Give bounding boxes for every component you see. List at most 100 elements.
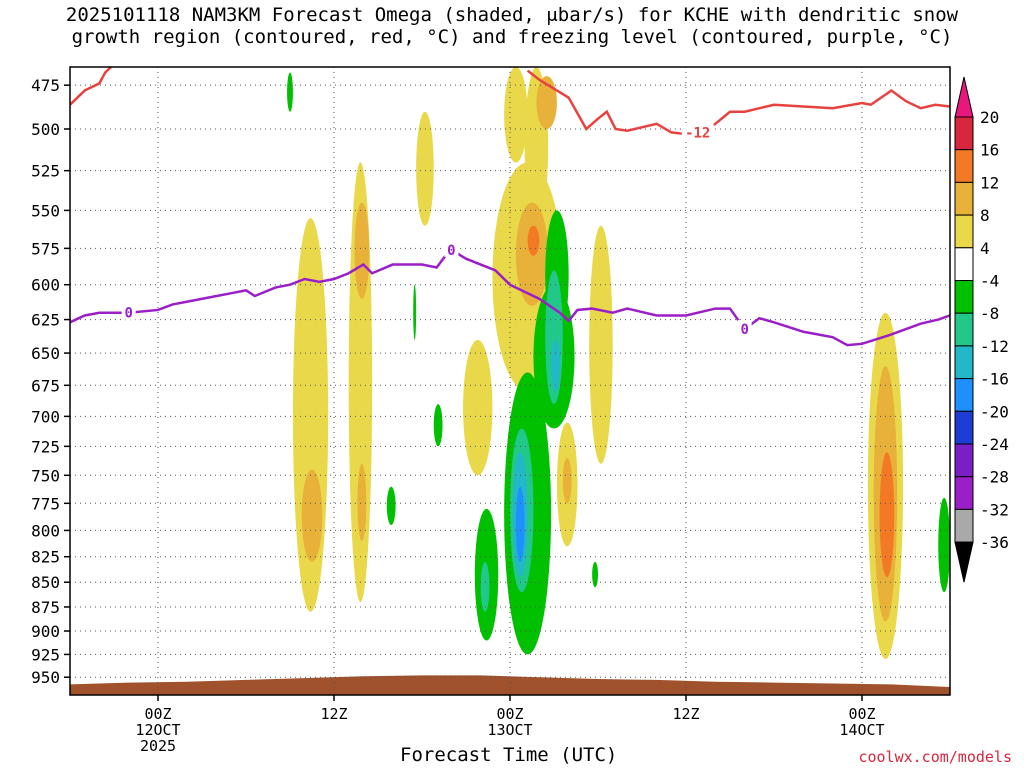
freezing-label-bg (737, 320, 752, 337)
omega-blob-33 (287, 72, 293, 112)
omega-blob-29 (433, 404, 443, 447)
x-tick-label: 00Z (496, 705, 523, 723)
y-tick-label: 775 (31, 494, 60, 513)
colorbar-swatch (954, 476, 974, 510)
y-tick-label: 925 (31, 645, 60, 664)
freezing-label-bg (444, 240, 459, 257)
y-tick-label: 525 (31, 162, 60, 181)
y-tick-label: 500 (31, 120, 60, 139)
colorbar-label: 16 (980, 141, 999, 160)
colorbar-swatch (954, 181, 974, 216)
colorbar-label: 4 (980, 239, 990, 258)
gridlines (70, 67, 950, 695)
freezing-label-bg (121, 303, 136, 320)
omega-blob-4 (357, 463, 367, 542)
x-tick-label: 12Z (320, 705, 347, 723)
y-tick-label: 675 (31, 376, 60, 395)
colorbar-label: -36 (980, 533, 1009, 552)
omega-blob-5 (416, 111, 434, 226)
colorbar-label: -12 (980, 337, 1009, 356)
colorbar-swatch (954, 280, 974, 314)
x-tick-label: 00Z (848, 705, 875, 723)
omega-blob-30 (386, 486, 396, 526)
x-tick-label: 14OCT (839, 721, 884, 739)
omega-blob-28 (480, 561, 490, 612)
omega-blob-26 (515, 486, 525, 562)
colorbar-label: -32 (980, 500, 1009, 519)
colorbar-label: 8 (980, 206, 990, 225)
y-tick-label: 575 (31, 239, 60, 258)
colorbar-swatch (954, 345, 974, 380)
colorbar-label: -20 (980, 402, 1009, 421)
omega-blob-18 (879, 452, 895, 578)
colorbar-swatch (954, 247, 974, 282)
omega-blob-6 (504, 67, 528, 163)
y-tick-label: 650 (31, 344, 60, 363)
omega-blob-32 (938, 497, 950, 593)
x-tick-label: 2025 (140, 737, 176, 755)
y-tick-label: 725 (31, 437, 60, 456)
freezing-level-label: 0 (124, 306, 132, 322)
dgz-line-right (526, 69, 950, 136)
omega-blob-12 (589, 225, 613, 464)
omega-blob-15 (463, 339, 493, 476)
colorbar-swatch (954, 149, 974, 183)
y-tick-label: 750 (31, 466, 60, 485)
omega-blob-11 (527, 225, 540, 256)
dgz-line-left (70, 67, 112, 106)
colorbar-label: 20 (980, 108, 999, 127)
x-tick-label: 12OCT (135, 721, 180, 739)
omega-blob-22 (551, 339, 560, 392)
omega-blob-8 (536, 76, 557, 129)
colorbar-swatch (954, 312, 974, 347)
freezing-level-label: 0 (447, 243, 455, 259)
colorbar-swatch (954, 508, 974, 543)
colorbar-swatch (954, 410, 974, 445)
terrain (70, 675, 950, 695)
y-tick-label: 800 (31, 521, 60, 540)
omega-shading (287, 67, 950, 660)
y-tick-label: 600 (31, 276, 60, 295)
colorbar-label: -28 (980, 468, 1009, 487)
terrain-fill (70, 675, 950, 695)
colorbar: 20 16 12 8 4 -4 -8 -12 -16 -20 -24 -28 -32 -36 (954, 76, 1009, 583)
dgz-label: -12 (685, 126, 710, 142)
omega-blob-3 (354, 202, 370, 299)
colorbar-label: -16 (980, 370, 1009, 389)
y-tick-label: 475 (31, 76, 60, 95)
freezing-level-label: 0 (740, 322, 748, 338)
y-tick-label: 825 (31, 548, 60, 567)
y-tick-label: 550 (31, 201, 60, 220)
y-tick-label: 625 (31, 311, 60, 330)
colorbar-label: -8 (980, 304, 999, 323)
dgz-label-bg (681, 123, 714, 140)
title-line-1: 2025101118 NAM3KM Forecast Omega (shaded… (65, 4, 959, 26)
omega-blob-1 (301, 469, 323, 562)
y-tick-label: 850 (31, 573, 60, 592)
omega-blob-34 (413, 284, 417, 340)
colorbar-bottom-arrow (954, 541, 974, 583)
colorbar-swatch (954, 116, 974, 151)
contours: 0 0 0 -12 (70, 67, 950, 347)
omega-blob-14 (562, 458, 572, 504)
colorbar-label: -4 (980, 272, 999, 291)
colorbar-swatch (954, 378, 974, 412)
omega-blob-31 (592, 561, 598, 588)
colorbar-swatch (954, 214, 974, 249)
x-tick-label: 12Z (672, 705, 699, 723)
x-axis-title: Forecast Time (UTC) (400, 744, 618, 766)
chart-title: 2025101118 NAM3KM Forecast Omega (shaded… (0, 4, 1024, 48)
colorbar-label: 12 (980, 173, 999, 192)
x-tick-label: 00Z (144, 705, 171, 723)
y-tick-label: 875 (31, 598, 60, 617)
title-line-2: growth region (contoured, red, °C) and f… (71, 26, 953, 48)
colorbar-swatch (954, 443, 974, 478)
source-credit[interactable]: coolwx.com/models (858, 748, 1012, 766)
colorbar-label: -24 (980, 435, 1009, 454)
freezing-level-line (70, 248, 950, 347)
y-tick-label: 950 (31, 668, 60, 687)
x-tick-label: 13OCT (487, 721, 532, 739)
colorbar-top-arrow (954, 76, 974, 118)
